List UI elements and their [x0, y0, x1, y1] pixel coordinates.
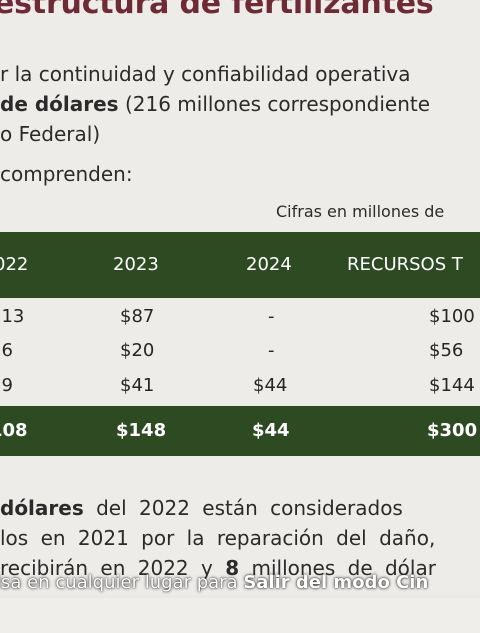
header-total-resources: RECURSOS T	[347, 254, 463, 275]
cell-2023: $41	[120, 375, 155, 396]
table-header: 022 2023 2024 RECURSOS T	[0, 232, 480, 298]
header-2023: 2023	[113, 254, 159, 275]
overlay-prefix: lsa en cualquier lugar para	[0, 572, 244, 593]
total-2024: $44	[252, 420, 290, 441]
bottom-line-1-rest: del 2022 están considerados	[83, 496, 403, 520]
bottom-bar	[0, 598, 480, 633]
cell-2023: $87	[120, 306, 155, 327]
cell-total: $100	[429, 306, 475, 327]
bottom-line-3-post: millones de dólar	[239, 556, 436, 580]
cell-2024: $44	[253, 375, 288, 396]
table-row: 36 $20 - $56	[0, 338, 480, 368]
table-total-row: 108 $148 $44 $300	[0, 406, 480, 456]
cell-total: $144	[429, 375, 475, 396]
cell-2023: $20	[120, 340, 155, 361]
intro-line-2-bold: de dólares	[0, 92, 119, 116]
bottom-line-3: recibirán en 2022 y 8 millones de dólar	[0, 556, 436, 580]
intro-line-2: de dólares (216 millones correspondiente	[0, 92, 430, 116]
figures-note: Cifras en millones de	[276, 202, 445, 221]
intro-line-3: o Federal)	[0, 122, 101, 146]
intro-line-1: r la continuidad y confiabilidad operati…	[0, 62, 411, 86]
bottom-line-1-bold: dólares	[0, 496, 84, 520]
table-row: $13 $87 - $100	[0, 304, 480, 334]
header-2024: 2024	[246, 254, 292, 275]
header-2022: 022	[0, 254, 29, 275]
bottom-line-3-pre: recibirán en 2022 y	[0, 556, 226, 580]
cell-2022: 59	[0, 375, 13, 396]
table-row: 59 $41 $44 $144	[0, 373, 480, 403]
intro-line-4: comprenden:	[0, 162, 133, 186]
cell-2024: -	[268, 306, 275, 327]
exit-cinema-mode-overlay[interactable]: lsa en cualquier lugar para Salir del mo…	[0, 566, 480, 598]
total-2023: $148	[116, 420, 167, 441]
cell-2022: 36	[0, 340, 13, 361]
overlay-text: lsa en cualquier lugar para Salir del mo…	[0, 572, 428, 593]
bottom-line-3-bold: 8	[225, 556, 240, 580]
intro-line-2-rest: (216 millones correspondiente	[118, 92, 431, 116]
bottom-line-1: dólares del 2022 están considerados	[0, 496, 403, 520]
total-resources: $300	[427, 420, 478, 441]
exit-cinema-mode-link[interactable]: Salir del modo Cin	[243, 572, 429, 593]
slide: estructura de fertilizantes r la continu…	[0, 0, 480, 580]
cell-2024: -	[268, 340, 275, 361]
total-2022: 108	[0, 420, 28, 441]
slide-heading: estructura de fertilizantes	[0, 0, 434, 21]
bottom-line-2: los en 2021 por la reparación del daño,	[0, 526, 436, 550]
cell-total: $56	[429, 340, 464, 361]
cell-2022: $13	[0, 306, 25, 327]
